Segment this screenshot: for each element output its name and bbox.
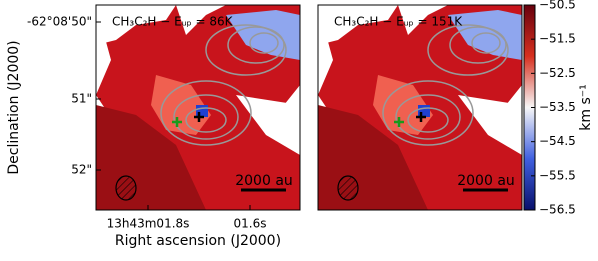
map-panel: 2000 au CH₃C₂H − Eᵤₚ = 151K (317, 4, 523, 211)
contour (173, 94, 239, 140)
contour (160, 80, 252, 146)
scale-bar-label: 2000 au (457, 173, 515, 189)
colorbar-tick-label: −50.5 (539, 0, 576, 12)
beam (337, 175, 359, 201)
blank-hole (96, 5, 176, 45)
colorbar-tick-label: −53.5 (539, 100, 576, 114)
contour (382, 80, 474, 146)
colorbar-tick-label: −52.5 (539, 66, 576, 80)
contour (205, 24, 287, 76)
colorbar-tick-label: −51.5 (539, 32, 576, 46)
panel-title: CH₃C₂H − Eᵤₚ = 86K (112, 15, 234, 29)
contour (471, 32, 501, 54)
green-cross (172, 117, 182, 127)
colorbar-tick-label: −54.5 (539, 134, 576, 148)
contour (185, 107, 227, 133)
blank-hole (318, 5, 398, 45)
y-tick-label: -62°08'50" (27, 15, 92, 29)
contour (407, 107, 449, 133)
scale-bar-label: 2000 au (235, 173, 293, 189)
y-axis-label: Declination (J2000) (6, 40, 22, 174)
green-cross (394, 117, 404, 127)
x-axis-label: Right ascension (J2000) (115, 233, 281, 249)
black-cross (194, 112, 204, 122)
beam (115, 175, 137, 201)
contour (427, 24, 509, 76)
colorbar-label: km s⁻¹ (578, 84, 594, 131)
contour (449, 26, 507, 64)
velocity-blue (448, 10, 522, 60)
panel-title: CH₃C₂H − Eᵤₚ = 151K (334, 15, 463, 29)
velocity-blue (226, 10, 300, 60)
velocity-light (373, 75, 433, 135)
panel-frame (95, 4, 301, 211)
x-tick-label: 01.6s (234, 217, 267, 231)
velocity-light (151, 75, 211, 135)
black-cross (416, 112, 426, 122)
colorbar-tick-label: −55.5 (539, 168, 576, 182)
colorbar-tick-label: −56.5 (539, 203, 576, 217)
contour (227, 26, 285, 64)
y-tick-label: 52" (71, 163, 92, 177)
map-panel: 2000 au CH₃C₂H − Eᵤₚ = 86K 13h43m01.8s 01.6… (6, 4, 301, 249)
contour (395, 94, 461, 140)
x-tick-label: 13h43m01.8s (107, 217, 190, 231)
y-tick-label: 51" (71, 92, 92, 106)
contour (249, 32, 279, 54)
panel-frame (317, 4, 523, 211)
blank-hole (236, 95, 300, 155)
blank-hole (458, 95, 522, 155)
